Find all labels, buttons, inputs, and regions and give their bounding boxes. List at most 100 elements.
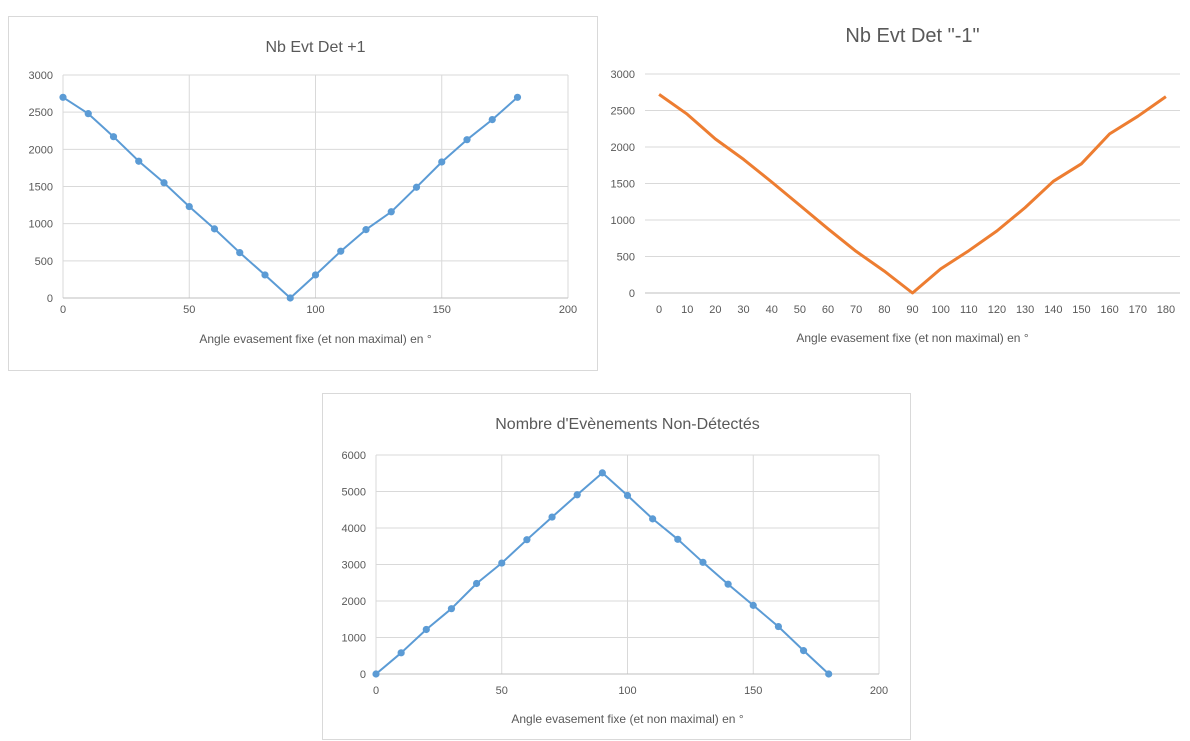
x-tick-label: 120 xyxy=(988,304,1006,316)
y-tick-label: 1500 xyxy=(29,182,53,194)
series-line xyxy=(658,93,1167,295)
data-point xyxy=(674,535,682,543)
y-tick-label: 1000 xyxy=(611,215,635,227)
y-tick-label: 2000 xyxy=(342,596,366,608)
x-tick-label: 20 xyxy=(709,304,721,316)
x-tick-label: 10 xyxy=(681,304,693,316)
x-tick-label: 170 xyxy=(1129,304,1147,316)
data-point xyxy=(623,491,632,500)
data-point xyxy=(523,536,531,544)
x-tick-label: 160 xyxy=(1100,304,1118,316)
data-point xyxy=(135,157,143,165)
data-point xyxy=(397,649,405,657)
y-tick-label: 2500 xyxy=(29,107,53,119)
data-point xyxy=(422,625,430,634)
data-point xyxy=(463,136,471,144)
y-tick-label: 3000 xyxy=(29,70,53,82)
y-tick-label: 2500 xyxy=(611,106,635,118)
data-point xyxy=(261,271,269,279)
x-tick-label: 70 xyxy=(850,304,862,316)
x-tick-label: 40 xyxy=(766,304,778,316)
data-point xyxy=(649,515,657,523)
y-tick-label: 2000 xyxy=(29,144,53,156)
data-point xyxy=(362,226,370,234)
x-tick-label: 50 xyxy=(794,304,806,316)
y-tick-label: 4000 xyxy=(342,523,366,535)
data-point xyxy=(311,271,320,279)
data-point xyxy=(447,605,456,613)
chart-non-detectes: Nombre d'Evènements Non-Détectés01000200… xyxy=(342,416,889,726)
x-tick-label: 30 xyxy=(737,304,749,316)
x-tick-label: 150 xyxy=(1072,304,1090,316)
data-point xyxy=(488,116,496,124)
y-tick-label: 1000 xyxy=(342,633,366,645)
data-point xyxy=(236,249,244,257)
x-axis-title: Angle evasement fixe (et non maximal) en… xyxy=(199,332,431,346)
chart-title: Nombre d'Evènements Non-Détectés xyxy=(495,416,760,433)
x-tick-label: 130 xyxy=(1016,304,1034,316)
y-tick-label: 0 xyxy=(629,288,635,300)
x-tick-label: 50 xyxy=(183,304,195,316)
data-point xyxy=(412,183,421,191)
chart-panel-det-plus-1: Nb Evt Det +1 0 500 1000 1500 2000 2500 3000 0 50… xyxy=(8,16,598,371)
data-point xyxy=(372,670,380,678)
series-line xyxy=(62,96,519,299)
series-line xyxy=(375,471,830,675)
x-tick-label: 150 xyxy=(433,304,451,316)
data-point xyxy=(337,247,345,255)
x-tick-label: 110 xyxy=(960,304,978,316)
data-point xyxy=(699,558,707,566)
data-point xyxy=(498,559,506,567)
y-tick-label: 3000 xyxy=(611,69,635,81)
y-tick-label: 1500 xyxy=(611,179,635,191)
y-tick-label: 500 xyxy=(617,252,635,264)
x-axis-title: Angle evasement fixe (et non maximal) en… xyxy=(796,331,1028,345)
data-point xyxy=(774,622,782,631)
x-tick-label: 140 xyxy=(1044,304,1062,316)
y-tick-label: 6000 xyxy=(342,450,366,462)
x-tick-label: 100 xyxy=(306,304,324,316)
data-point xyxy=(513,93,522,101)
y-tick-label: 2000 xyxy=(611,142,635,154)
y-tick-label: 500 xyxy=(35,256,53,268)
data-point xyxy=(160,179,168,187)
chart-title: Nb Evt Det +1 xyxy=(265,39,365,56)
chart-panel-non-detectes: Nombre d'Evènements Non-Détectés 0 1000 200… xyxy=(322,393,911,740)
x-tick-label: 200 xyxy=(870,685,888,697)
data-point xyxy=(573,491,581,499)
x-tick-label: 90 xyxy=(906,304,918,316)
chart-det-plus-1: Nb Evt Det +1 0 500 1000 1500 2000 2500 3000 0 50… xyxy=(29,39,578,346)
x-tick-label: 60 xyxy=(822,304,834,316)
data-point xyxy=(286,294,294,302)
data-point xyxy=(473,579,481,588)
x-tick-label: 50 xyxy=(496,685,508,697)
y-tick-label: 5000 xyxy=(342,487,366,499)
chart-panel-det-minus-1: Nb Evt Det "-1" 0 500 1000 1500 2000 2500 3000 0… xyxy=(600,14,1190,359)
data-point xyxy=(84,110,92,118)
data-point xyxy=(59,93,67,101)
x-tick-label: 0 xyxy=(60,304,66,316)
data-point xyxy=(598,469,606,477)
data-point xyxy=(749,601,757,609)
x-tick-label: 200 xyxy=(559,304,577,316)
data-point xyxy=(210,225,219,233)
data-point xyxy=(825,670,833,678)
data-point xyxy=(548,513,556,521)
x-tick-label: 80 xyxy=(878,304,890,316)
x-tick-label: 0 xyxy=(373,685,379,697)
x-tick-label: 100 xyxy=(931,304,949,316)
y-tick-label: 0 xyxy=(360,669,366,681)
data-point xyxy=(109,133,118,141)
data-point xyxy=(799,647,808,655)
chart-title: Nb Evt Det "-1" xyxy=(845,25,979,47)
data-point xyxy=(438,158,446,166)
data-point xyxy=(387,208,395,216)
x-tick-label: 100 xyxy=(618,685,636,697)
data-point xyxy=(185,202,193,211)
y-tick-label: 1000 xyxy=(29,219,53,231)
x-axis-title: Angle evasement fixe (et non maximal) en… xyxy=(511,712,743,726)
x-tick-label: 150 xyxy=(744,685,762,697)
x-tick-label: 0 xyxy=(656,304,662,316)
x-tick-label: 180 xyxy=(1157,304,1175,316)
y-tick-label: 0 xyxy=(47,293,53,305)
